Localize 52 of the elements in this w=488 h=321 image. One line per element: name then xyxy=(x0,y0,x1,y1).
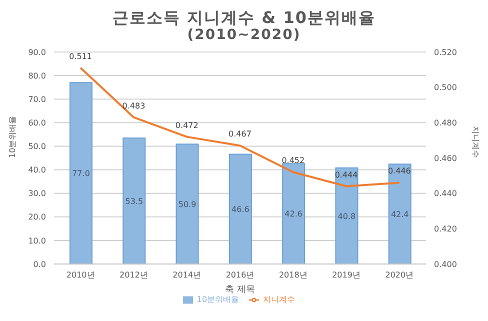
y-tick-label: 60.0 xyxy=(28,118,46,128)
legend-label: 지니계수 xyxy=(263,295,296,304)
bar xyxy=(335,167,358,264)
data-label: 42.6 xyxy=(284,210,302,219)
y2-axis-title: 지니계수 xyxy=(471,126,480,158)
y-tick-label: 50.0 xyxy=(28,142,46,152)
bar xyxy=(176,144,199,264)
x-tick-label: 2016년 xyxy=(226,270,254,280)
legend-label: 10분위배율 xyxy=(196,295,240,304)
y2-tick-label: 0.440 xyxy=(434,189,457,198)
y-tick-label: 10.0 xyxy=(28,236,46,246)
y-tick-label: 90.0 xyxy=(28,48,46,57)
bar xyxy=(122,137,146,264)
y2-tick-label: 0.500 xyxy=(434,83,457,92)
x-tick-label: 2020년 xyxy=(385,270,414,280)
x-tick-label: 2012년 xyxy=(120,270,148,280)
data-label: 0.467 xyxy=(228,130,252,139)
x-tick-label: 2018년 xyxy=(278,270,308,280)
chart-subtitle: (2010~2020) xyxy=(186,27,302,44)
y-tick-label: 70.0 xyxy=(28,94,46,104)
data-label: 40.8 xyxy=(338,212,356,221)
bar xyxy=(228,154,252,264)
y2-tick-label: 0.400 xyxy=(434,260,457,269)
data-label: 0.452 xyxy=(282,156,305,166)
x-axis-title: 축 제목 xyxy=(225,285,255,295)
y-tick-label: 20.0 xyxy=(28,212,46,222)
data-label: 0.511 xyxy=(69,52,92,61)
data-label: 0.472 xyxy=(175,120,198,130)
data-label: 53.5 xyxy=(125,196,144,206)
data-label: 0.446 xyxy=(388,166,411,176)
y-tick-label: 80.0 xyxy=(28,71,46,80)
y2-tick-label: 0.420 xyxy=(434,224,457,234)
y2-tick-label: 0.520 xyxy=(434,48,457,57)
data-label: 0.483 xyxy=(122,101,146,110)
bar xyxy=(388,164,412,264)
bar xyxy=(282,163,306,264)
data-label: 46.6 xyxy=(232,204,250,214)
y2-tick-label: 0.480 xyxy=(434,118,457,128)
x-tick-label: 2010년 xyxy=(66,270,95,280)
y-tick-label: 40.0 xyxy=(28,166,46,175)
data-label: 0.444 xyxy=(334,170,358,180)
y-axis-title: 10분위배율 xyxy=(8,116,17,158)
data-label: 50.9 xyxy=(178,200,196,209)
chart-title: 근로소득 지니계수 & 10분위배율 xyxy=(112,8,376,27)
y2-tick-label: 0.460 xyxy=(434,154,457,163)
x-tick-label: 2019년 xyxy=(332,270,360,280)
y-tick-label: 30.0 xyxy=(28,189,46,198)
y-tick-label: 0.0 xyxy=(33,260,46,269)
data-label: 42.4 xyxy=(390,210,409,219)
bar xyxy=(70,82,92,264)
data-label: 77.0 xyxy=(72,169,90,178)
x-tick-label: 2014년 xyxy=(172,270,202,280)
